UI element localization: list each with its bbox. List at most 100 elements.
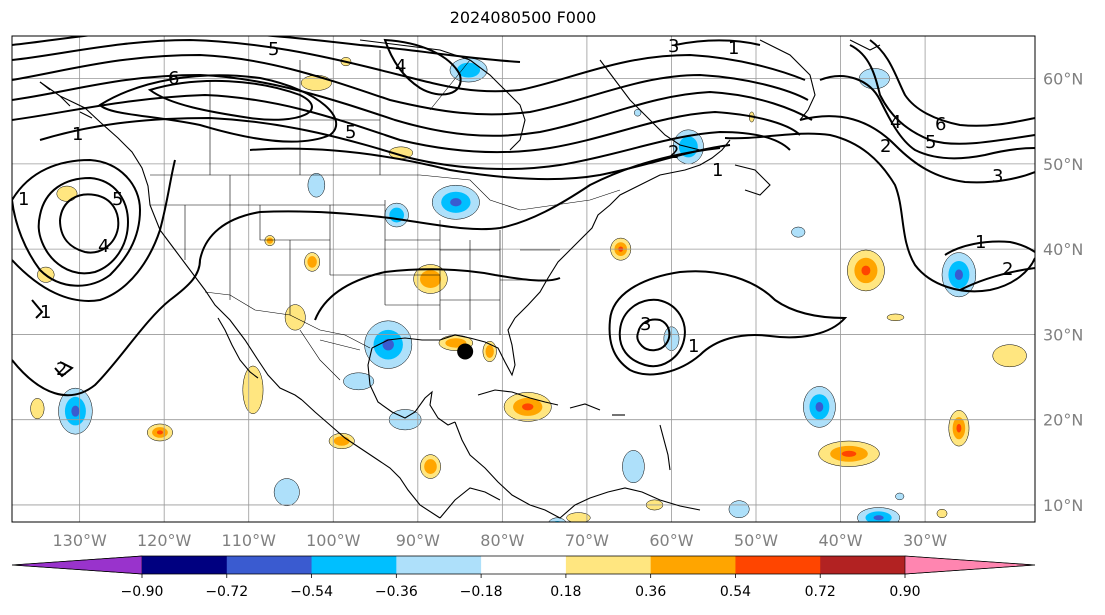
negative-anomaly bbox=[450, 198, 462, 207]
longitude-label: 130°W bbox=[52, 531, 107, 550]
contour-line bbox=[12, 158, 142, 287]
colorbar-segment bbox=[11, 555, 143, 575]
longitude-label: 50°W bbox=[734, 531, 778, 550]
contour-label: 5 bbox=[925, 132, 936, 153]
positive-anomaly bbox=[861, 265, 871, 276]
colorbar-label: −0.54 bbox=[290, 584, 333, 600]
latitude-label: 40°N bbox=[1043, 240, 1083, 259]
longitude-label: 90°W bbox=[396, 531, 440, 550]
contour-line bbox=[147, 79, 313, 121]
latitude-label: 50°N bbox=[1043, 155, 1083, 174]
latitude-label: 10°N bbox=[1043, 496, 1083, 515]
contour-label: 1 bbox=[72, 124, 83, 145]
positive-anomaly bbox=[333, 436, 350, 446]
contour-line bbox=[383, 38, 462, 96]
coastlines bbox=[39, 39, 881, 519]
contour-line bbox=[12, 38, 806, 93]
contour-line bbox=[12, 147, 721, 397]
contour-line bbox=[869, 39, 1035, 127]
colorbar-label: 0.18 bbox=[550, 584, 581, 600]
negative-anomaly bbox=[382, 338, 394, 351]
contour-line bbox=[819, 75, 1035, 160]
coastline-central-america-pacific bbox=[439, 487, 501, 519]
contour-label: 3 bbox=[992, 166, 1003, 187]
negative-anomaly bbox=[622, 450, 645, 484]
contour-line bbox=[37, 176, 130, 275]
mexico-states bbox=[299, 329, 361, 381]
positive-anomaly bbox=[266, 237, 274, 244]
colorbar-segment bbox=[396, 556, 482, 574]
coastline-alaska-islands bbox=[39, 81, 93, 119]
contour-line bbox=[636, 318, 671, 352]
negative-anomaly bbox=[954, 269, 963, 281]
contour-label: 2 bbox=[880, 136, 891, 157]
negative-anomaly bbox=[273, 478, 300, 507]
colorbar-segment bbox=[820, 556, 906, 574]
colorbar-label: −0.36 bbox=[375, 584, 418, 600]
contour-line bbox=[944, 240, 1035, 256]
contour-line bbox=[31, 299, 74, 378]
positive-anomaly bbox=[522, 403, 534, 411]
positive-anomaly bbox=[307, 256, 317, 268]
map-area: 5 6 5 4 3 1 2 1 1 5 4 1 2 3 1 6 5 4 2 3 … bbox=[12, 36, 1035, 522]
negative-anomaly bbox=[791, 226, 806, 238]
contour-line bbox=[39, 116, 791, 171]
coastline-greenland bbox=[759, 39, 816, 121]
colorbar-segment bbox=[142, 556, 228, 574]
positive-anomaly bbox=[841, 450, 857, 457]
positive-anomaly bbox=[30, 398, 45, 420]
contour-label: 1 bbox=[18, 189, 29, 210]
contour-label: 4 bbox=[395, 56, 406, 77]
negative-anomaly bbox=[457, 62, 481, 78]
positive-anomaly bbox=[242, 365, 264, 414]
positive-anomaly bbox=[992, 344, 1027, 368]
colorbar-label: −0.90 bbox=[121, 584, 164, 600]
coastline-labrador bbox=[599, 59, 701, 151]
coastline-cuba bbox=[477, 389, 559, 406]
latitude-label: 30°N bbox=[1043, 325, 1083, 344]
longitude-label: 80°W bbox=[480, 531, 524, 550]
contour-label: 4 bbox=[98, 236, 109, 257]
contour-line bbox=[12, 159, 176, 302]
contour-layer bbox=[12, 36, 1035, 397]
colorbar-label: −0.18 bbox=[460, 584, 503, 600]
contour-label: 4 bbox=[890, 112, 901, 133]
contour-line bbox=[618, 298, 686, 368]
colorbar-segment bbox=[481, 556, 567, 574]
colorbar-label: 0.72 bbox=[805, 584, 836, 600]
coastline-gulf bbox=[367, 347, 456, 426]
contour-line bbox=[12, 73, 813, 137]
colorbar-segment bbox=[565, 556, 652, 574]
colorbar-labels: −0.90 −0.72 −0.54 −0.36 −0.18 0.18 0.36 0.54 0.7… bbox=[121, 584, 921, 600]
contour-line bbox=[724, 132, 1035, 293]
contour-label: 5 bbox=[268, 39, 279, 60]
contour-label: 1 bbox=[712, 160, 723, 181]
longitude-label: 70°W bbox=[565, 531, 609, 550]
positive-anomaly bbox=[485, 345, 494, 358]
contour-line bbox=[314, 268, 561, 321]
storm-center-marker bbox=[457, 343, 474, 360]
marker-layer bbox=[457, 343, 474, 360]
colorbar bbox=[11, 555, 1036, 578]
negative-anomaly bbox=[873, 515, 884, 521]
negative-anomaly bbox=[553, 520, 562, 522]
negative-anomaly bbox=[71, 405, 80, 417]
contour-line bbox=[249, 144, 731, 181]
colorbar-label: −0.72 bbox=[205, 584, 248, 600]
contour-label: 2 bbox=[56, 359, 67, 380]
contour-label: 6 bbox=[935, 114, 946, 135]
negative-anomaly bbox=[343, 372, 375, 391]
negative-anomaly bbox=[815, 401, 824, 412]
contour-line bbox=[799, 115, 1035, 184]
contour-label: 1 bbox=[728, 38, 739, 59]
longitude-label: 60°W bbox=[649, 531, 693, 550]
coastline-lesser-antilles bbox=[659, 424, 671, 471]
longitude-labels: 130°W 120°W 110°W 100°W 90°W 80°W 70°W 60°W 50°W… bbox=[52, 531, 947, 550]
coastline-central-america bbox=[454, 421, 561, 519]
longitude-label: 120°W bbox=[137, 531, 192, 550]
contour-label: 2 bbox=[1002, 259, 1013, 280]
coastline-newfoundland bbox=[734, 164, 771, 196]
coastline-mexico-south bbox=[301, 399, 441, 519]
negative-anomaly bbox=[895, 492, 905, 501]
